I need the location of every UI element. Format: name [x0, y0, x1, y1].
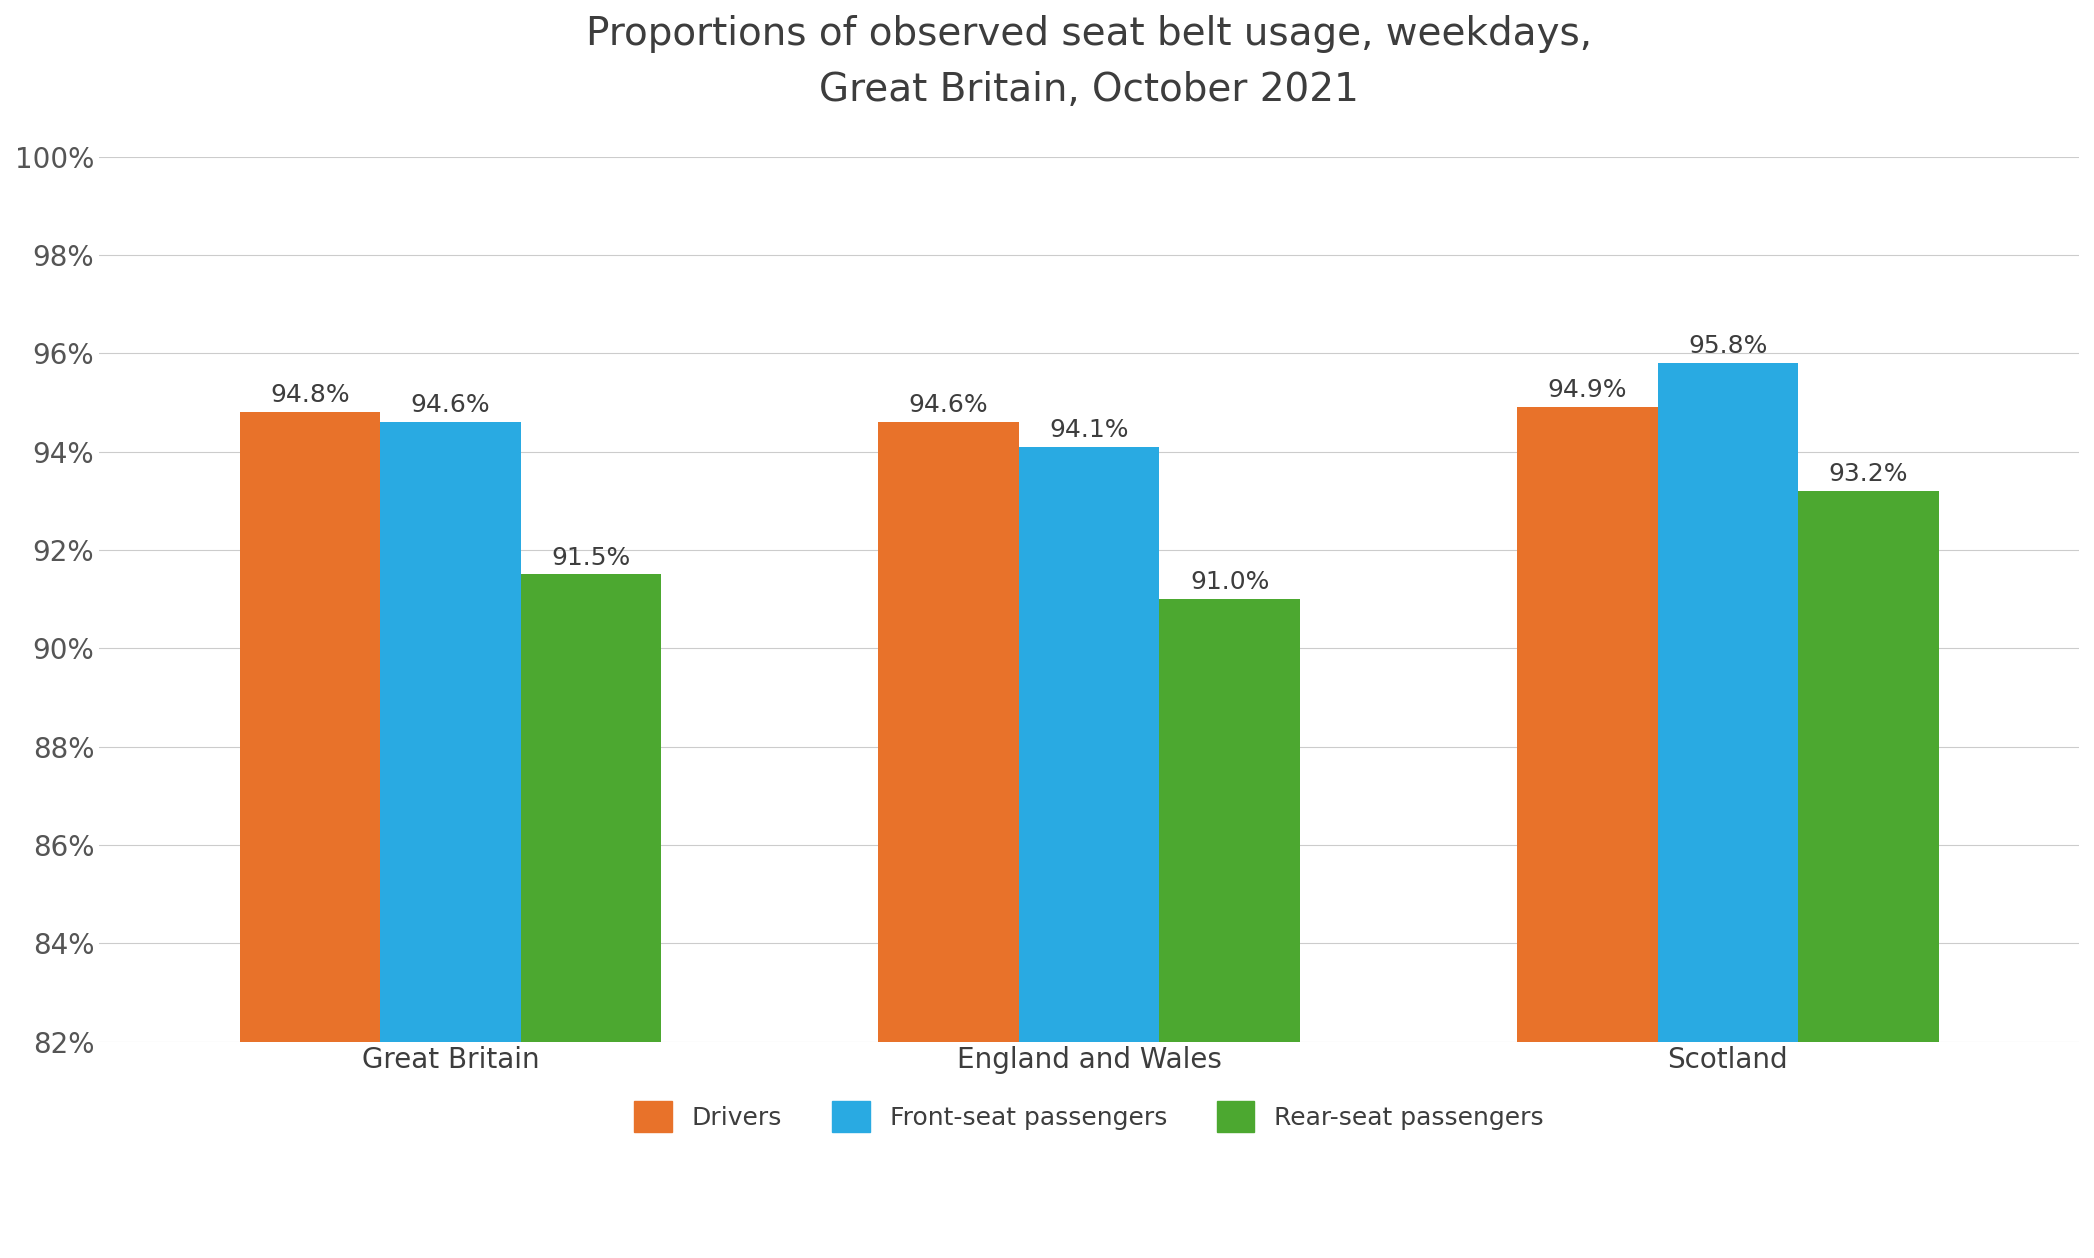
Text: 94.6%: 94.6%	[909, 394, 988, 418]
Bar	[877, 421, 1020, 1258]
Bar	[1020, 447, 1160, 1258]
Bar	[1160, 599, 1300, 1258]
Legend: Drivers, Front-seat passengers, Rear-seat passengers: Drivers, Front-seat passengers, Rear-sea…	[622, 1088, 1556, 1144]
Text: 94.1%: 94.1%	[1049, 418, 1129, 442]
Bar	[1658, 364, 1799, 1258]
Text: 94.9%: 94.9%	[1547, 379, 1627, 403]
Text: 94.8%: 94.8%	[270, 384, 350, 408]
Text: 91.0%: 91.0%	[1189, 570, 1269, 594]
Bar	[1799, 491, 1939, 1258]
Bar	[1516, 408, 1658, 1258]
Bar	[239, 413, 381, 1258]
Text: 95.8%: 95.8%	[1688, 335, 1767, 359]
Text: 94.6%: 94.6%	[410, 394, 490, 418]
Bar	[381, 421, 521, 1258]
Text: 91.5%: 91.5%	[551, 546, 630, 570]
Text: 93.2%: 93.2%	[1828, 462, 1908, 486]
Title: Proportions of observed seat belt usage, weekdays,
Great Britain, October 2021: Proportions of observed seat belt usage,…	[586, 15, 1591, 109]
Bar	[521, 575, 662, 1258]
